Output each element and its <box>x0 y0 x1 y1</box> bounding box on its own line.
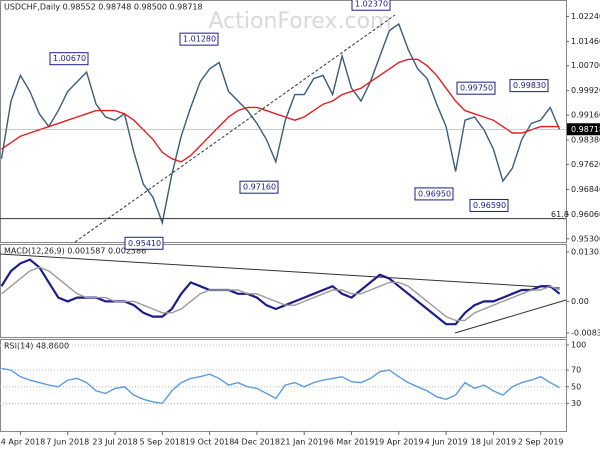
x-tick-label: 19 Apr 2019 <box>374 438 423 447</box>
annotation-box <box>414 187 454 201</box>
indicator-line <box>1 367 560 405</box>
x-tick-label: 21 Jan 2019 <box>280 438 328 447</box>
x-tick-label: 23 Jul 2018 <box>92 438 137 447</box>
y-tick-label: 0.013034 <box>571 247 600 256</box>
annotation-label: 0.95410 <box>128 239 161 248</box>
rsi-label: RSI(14) 48.8600 <box>4 342 69 351</box>
annotation-box <box>469 198 509 212</box>
indicator-line <box>1 58 560 163</box>
y-tick-label: 1.02240 <box>571 12 600 21</box>
watermark: ActionForex.com <box>209 9 392 34</box>
annotation-label: 1.01280 <box>183 35 216 44</box>
annotation-box <box>509 79 549 93</box>
macd-trendline <box>0 253 561 289</box>
x-tick-label: 19 Oct 2018 <box>185 438 234 447</box>
trendline <box>74 14 396 243</box>
macd-panel <box>0 244 567 338</box>
fib-label: 61.8 <box>551 210 569 219</box>
annotation-label: 0.99750 <box>460 84 493 93</box>
chart-title: USDCHF,Daily 0.98552 0.98748 0.98500 0.9… <box>4 3 203 12</box>
last-price-box <box>567 123 600 136</box>
x-tick-label: 4 Dec 2018 <box>234 438 280 447</box>
indicator-line <box>1 266 560 322</box>
annotation-label: 0.99830 <box>513 81 546 90</box>
x-tick-label: 24 Apr 2018 <box>0 438 45 447</box>
y-tick-label: 0.00 <box>571 297 589 306</box>
macd-label: MACD(12,26,9) 0.001587 0.002586 <box>4 247 146 256</box>
annotation-label: 1.02370 <box>355 0 388 9</box>
annotation-box <box>456 81 496 95</box>
price-line <box>0 23 561 226</box>
x-tick-label: 18 Jul 2019 <box>471 438 516 447</box>
rsi-panel <box>0 339 567 432</box>
annotation-box <box>49 52 89 66</box>
y-tick-label: 50 <box>571 382 581 391</box>
last-price-label: 0.98718 <box>571 125 600 134</box>
x-tick-label: 5 Sep 2018 <box>140 438 186 447</box>
annotation-box <box>179 32 219 46</box>
annotation-label: 1.00670 <box>53 54 86 63</box>
y-tick-label: 30 <box>571 399 581 408</box>
indicator-line <box>0 258 561 326</box>
x-tick-label: 6 Mar 2019 <box>329 438 375 447</box>
annotation-label: 0.96950 <box>418 189 451 198</box>
y-tick-label: 100 <box>571 341 586 350</box>
annotation-box <box>124 236 164 250</box>
annotation-label: 0.97160 <box>243 183 276 192</box>
y-tick-label: 70 <box>571 366 581 375</box>
x-tick-label: 7 Jun 2018 <box>46 438 89 447</box>
macd-trendline <box>454 299 567 334</box>
price-panel <box>0 0 567 243</box>
annotation-box <box>239 180 279 194</box>
annotation-label: 0.96590 <box>473 201 506 210</box>
annotation-box <box>351 0 391 11</box>
y-tick-label: -0.00834 <box>571 329 600 338</box>
x-tick-label: 4 Jun 2019 <box>425 438 468 447</box>
x-tick-label: 2 Sep 2019 <box>518 438 564 447</box>
y-tick-label: 1.01460 <box>571 37 600 46</box>
